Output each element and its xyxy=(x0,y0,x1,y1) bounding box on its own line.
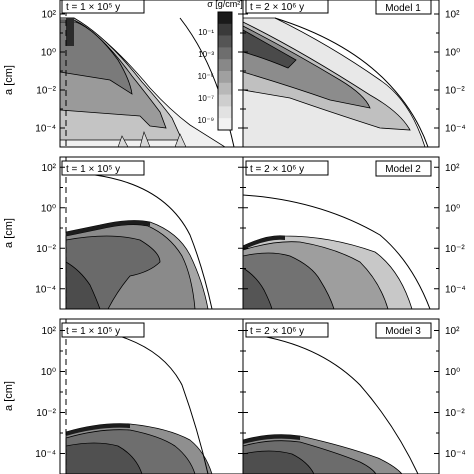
y-tick-label: 10⁻⁴ xyxy=(35,284,56,295)
panel-model2-late xyxy=(242,156,440,310)
colorbar-cell xyxy=(218,47,232,60)
y-tick-label: 10⁻² xyxy=(36,244,56,255)
contour-core xyxy=(243,267,273,309)
y-tick-label: 10⁰ xyxy=(445,367,460,378)
y-tick-label: 10² xyxy=(445,163,460,174)
edge-band xyxy=(66,423,130,436)
fragmentation-limit-curve xyxy=(94,174,213,309)
y-tick-label: 10⁻⁴ xyxy=(35,449,56,460)
y-tick-label: 10² xyxy=(42,163,57,174)
svg-text:t = 2 × 10⁶ y: t = 2 × 10⁶ y xyxy=(250,2,304,13)
svg-text:Model 2: Model 2 xyxy=(385,164,421,175)
fragmentation-limit-curve xyxy=(243,194,431,309)
edge-band xyxy=(243,434,300,444)
colorbar-tick-label: 10⁻⁵ xyxy=(198,72,214,81)
y-tick-label: 10⁰ xyxy=(41,367,56,378)
model-tag: Model 3 xyxy=(375,322,432,339)
colorbar-cell xyxy=(218,12,232,25)
y-tick-label: 10⁰ xyxy=(445,48,460,59)
y-axis-label: a [cm] xyxy=(3,381,15,411)
colorbar-label: σ [g/cm²] xyxy=(207,0,243,9)
contour-inner xyxy=(243,450,315,474)
fragmentation-limit-curve xyxy=(94,329,209,474)
svg-text:t = 1 × 10⁵ y: t = 1 × 10⁵ y xyxy=(66,164,120,175)
colorbar-cell xyxy=(218,71,232,84)
colorbar-cell xyxy=(218,118,232,131)
y-tick-label: 10⁻⁴ xyxy=(35,124,56,135)
contour-level-5 xyxy=(66,18,74,46)
y-tick-label: 10⁻² xyxy=(445,86,465,97)
colorbar-cell xyxy=(218,106,232,119)
contour-level-4 xyxy=(60,21,133,95)
colorbar-cell xyxy=(218,82,232,95)
y-tick-label: 10² xyxy=(445,326,460,337)
time-tag: t = 1 × 10⁵ y xyxy=(61,322,145,338)
panel-model2-early xyxy=(59,156,244,310)
y-tick-label: 10⁻² xyxy=(445,408,465,419)
panel-model3-late xyxy=(242,318,440,474)
colorbar: σ [g/cm²] 10⁻¹ 10⁻³ 10⁻⁵ 10⁻⁷ 10⁻⁹ xyxy=(197,0,243,131)
y-tick-label: 10⁰ xyxy=(41,48,56,59)
colorbar-tick-label: 10⁻⁷ xyxy=(198,94,214,103)
panel-model3-early xyxy=(59,318,244,474)
svg-text:Model 1: Model 1 xyxy=(385,3,421,14)
model-tag: Model 1 xyxy=(375,0,432,15)
y-tick-label: 10⁻² xyxy=(36,86,56,97)
colorbar-tick-label: 10⁻³ xyxy=(198,50,214,59)
frame xyxy=(242,318,440,474)
y-tick-label: 10² xyxy=(42,326,57,337)
y-tick-label: 10⁻⁴ xyxy=(445,449,466,460)
y-axis-label: a [cm] xyxy=(3,218,15,248)
tiny-dust-floor xyxy=(117,131,187,147)
edge-band xyxy=(66,220,150,236)
colorbar-cell xyxy=(218,94,232,107)
y-tick-label: 10⁻⁴ xyxy=(445,124,466,135)
y-tick-label: 10² xyxy=(42,10,57,21)
svg-text:t = 2 × 10⁶ y: t = 2 × 10⁶ y xyxy=(250,164,304,175)
colorbar-tick-label: 10⁻¹ xyxy=(198,28,214,37)
colorbar-cell xyxy=(218,35,232,48)
fragmentation-limit-curve xyxy=(274,17,429,147)
model-tag: Model 2 xyxy=(375,160,432,177)
svg-text:t = 1 × 10⁵ y: t = 1 × 10⁵ y xyxy=(66,326,120,337)
svg-text:Model 3: Model 3 xyxy=(385,326,421,337)
contour-core xyxy=(243,29,297,69)
colorbar-cell xyxy=(218,23,232,36)
colorbar-cell xyxy=(218,59,232,72)
contour-core xyxy=(65,261,101,309)
contour-inner xyxy=(243,25,371,109)
colorbar-frame xyxy=(217,11,233,131)
y-tick-label: 10⁻² xyxy=(445,244,465,255)
frame xyxy=(242,0,440,148)
time-tag: t = 1 × 10⁵ y xyxy=(61,160,145,176)
contour-inner xyxy=(65,442,143,474)
svg-text:t = 1 × 10⁵ y: t = 1 × 10⁵ y xyxy=(66,2,120,13)
y-tick-label: 10⁰ xyxy=(445,203,460,214)
y-tick-label: 10² xyxy=(445,10,460,21)
panel-model1-early xyxy=(59,0,244,148)
y-tick-label: 10⁰ xyxy=(41,203,56,214)
y-axis-label: a [cm] xyxy=(3,65,15,95)
fragmentation-limit-curve xyxy=(254,334,419,474)
time-tag: t = 2 × 10⁶ y xyxy=(245,322,329,338)
svg-text:t = 2 × 10⁶ y: t = 2 × 10⁶ y xyxy=(250,326,304,337)
time-tag: t = 2 × 10⁶ y xyxy=(245,160,329,176)
time-tag: t = 2 × 10⁶ y xyxy=(245,0,329,14)
y-tick-label: 10⁻⁴ xyxy=(445,284,466,295)
panel-model1-late xyxy=(242,0,440,148)
edge-band xyxy=(243,235,285,250)
frame xyxy=(242,156,440,310)
time-tag: t = 1 × 10⁵ y xyxy=(61,0,145,14)
colorbar-tick-label: 10⁻⁹ xyxy=(197,116,214,125)
y-tick-label: 10⁻² xyxy=(36,408,56,419)
